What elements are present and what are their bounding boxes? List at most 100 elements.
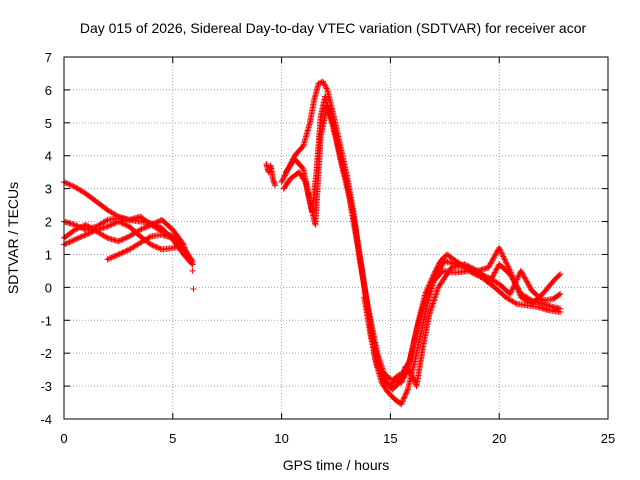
data-point — [393, 373, 400, 380]
data-point — [485, 264, 492, 271]
y-tick-label: 2 — [45, 215, 52, 230]
x-tick-label: 25 — [601, 431, 615, 446]
data-point — [490, 272, 497, 279]
data-point — [400, 395, 407, 402]
data-point — [123, 234, 130, 241]
data-point — [408, 371, 415, 378]
data-point — [429, 277, 436, 284]
data-point — [524, 279, 531, 286]
chart-title: Day 015 of 2026, Sidereal Day-to-day VTE… — [80, 20, 587, 36]
data-point — [111, 253, 118, 260]
data-point — [401, 394, 408, 401]
data-point — [401, 393, 408, 400]
data-point — [323, 85, 330, 92]
data-point — [398, 399, 405, 406]
y-tick-label: -4 — [40, 412, 52, 427]
data-point — [431, 273, 438, 280]
data-point — [70, 183, 77, 190]
data-point — [119, 249, 126, 256]
data-point — [377, 369, 384, 376]
data-point — [66, 239, 73, 246]
y-tick-label: 6 — [45, 83, 52, 98]
data-point — [149, 242, 156, 249]
data-point — [518, 269, 525, 276]
y-tick-label: 1 — [45, 247, 52, 262]
data-point — [78, 223, 85, 230]
data-point — [401, 367, 408, 374]
data-point — [507, 271, 514, 278]
data-point — [115, 251, 122, 258]
data-point — [401, 368, 408, 375]
data-point — [112, 219, 119, 226]
data-point — [149, 221, 156, 228]
data-point — [488, 259, 495, 266]
data-point — [403, 389, 410, 396]
data-point — [508, 288, 515, 295]
data-point — [498, 250, 505, 257]
data-point — [75, 224, 82, 231]
data-point — [143, 223, 150, 230]
data-point — [501, 256, 508, 263]
data-point — [109, 221, 116, 228]
data-point — [497, 247, 504, 254]
data-point — [557, 290, 564, 297]
data-point — [69, 182, 76, 189]
data-point — [557, 271, 564, 278]
y-axis-label: SDTVAR / TECUs — [5, 182, 21, 294]
data-point — [522, 275, 529, 282]
data-point — [397, 371, 404, 378]
data-point — [498, 249, 505, 256]
data-point — [556, 272, 563, 279]
data-point — [516, 288, 523, 295]
data-point — [378, 372, 385, 379]
data-point — [527, 285, 534, 292]
data-point — [88, 229, 95, 236]
data-point — [299, 164, 306, 171]
data-point — [430, 276, 437, 283]
data-point — [514, 275, 521, 282]
data-point — [105, 255, 112, 262]
data-point — [509, 275, 516, 282]
data-point — [496, 244, 503, 251]
data-point — [142, 224, 149, 231]
data-point — [376, 367, 383, 374]
data-point — [507, 290, 514, 297]
data-point — [189, 258, 196, 265]
data-point — [118, 237, 125, 244]
data-point — [492, 251, 499, 258]
data-point — [429, 279, 436, 286]
data-point — [120, 235, 127, 242]
data-points — [61, 78, 564, 408]
data-point — [116, 237, 123, 244]
data-point — [103, 217, 110, 224]
data-point — [523, 278, 530, 285]
data-point — [148, 221, 155, 228]
data-point — [491, 252, 498, 259]
data-point — [322, 82, 329, 89]
data-point — [515, 273, 522, 280]
data-point — [379, 373, 386, 380]
data-point — [400, 369, 407, 376]
data-point — [108, 254, 115, 261]
data-point — [374, 364, 381, 371]
data-point — [124, 233, 131, 240]
data-point — [120, 221, 127, 228]
data-point — [89, 228, 96, 235]
data-point — [81, 232, 88, 239]
data-point — [427, 283, 434, 290]
data-point — [73, 236, 80, 243]
data-point — [281, 172, 288, 179]
data-point — [494, 265, 501, 272]
data-point — [491, 270, 498, 277]
data-point — [507, 289, 514, 296]
data-point — [146, 234, 153, 241]
data-point — [489, 256, 496, 263]
data-point — [124, 247, 131, 254]
data-point — [84, 231, 91, 238]
data-point — [403, 364, 410, 371]
data-point — [74, 235, 81, 242]
data-point — [154, 218, 161, 225]
data-point — [404, 362, 411, 369]
data-point — [487, 260, 494, 267]
plot-frame — [63, 56, 609, 420]
